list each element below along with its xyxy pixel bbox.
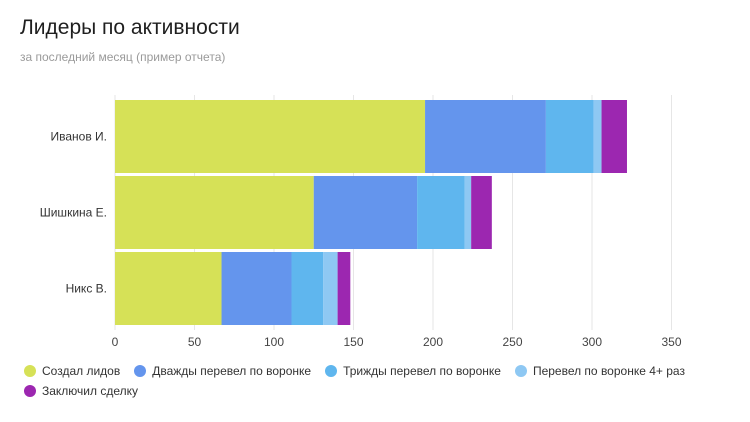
chart-legend: Создал лидов Дважды перевел по воронке Три… — [24, 364, 744, 398]
chart-title: Лидеры по активности — [20, 16, 240, 39]
bar-chart: 0 50 100 150 200 250 300 350 Иванов И. Шишкина Е.… — [40, 95, 682, 350]
axis-labels: 0 50 100 150 200 250 300 350 Иванов И. Шишкина Е.… — [40, 130, 682, 350]
legend-label: Дважды перевел по воронке — [152, 364, 312, 378]
bar-segment — [425, 100, 546, 173]
bar-segment — [545, 100, 594, 173]
legend-swatch — [325, 365, 338, 377]
x-tick-label: 0 — [112, 335, 119, 349]
chart-subtitle: за последний месяц (пример отчета) — [20, 50, 226, 64]
legend-label: Перевел по воронке 4+ раз — [532, 364, 685, 378]
bar-segment — [115, 100, 426, 173]
x-tick-label: 200 — [423, 335, 443, 349]
bar-segment — [115, 252, 222, 325]
legend-label: Заключил сделку — [42, 384, 138, 398]
category-label: Никс В. — [66, 282, 107, 296]
category-label: Иванов И. — [50, 130, 107, 144]
legend-item[interactable]: Перевел по воронке 4+ раз — [514, 364, 685, 378]
bar-segment — [601, 100, 627, 173]
bar-segment — [593, 100, 602, 173]
legend-label: Создал лидов — [42, 364, 121, 378]
bar-segment — [337, 252, 351, 325]
x-tick-label: 300 — [582, 335, 602, 349]
category-label: Шишкина Е. — [40, 206, 107, 220]
legend-swatch — [24, 385, 36, 397]
x-tick-label: 50 — [188, 335, 202, 349]
x-tick-label: 250 — [502, 335, 522, 349]
bars — [115, 100, 627, 325]
legend-item[interactable]: Создал лидов — [24, 364, 120, 378]
bar-segment — [471, 176, 492, 249]
bar-segment — [115, 176, 314, 249]
bar-segment — [323, 252, 338, 325]
x-tick-label: 100 — [264, 335, 284, 349]
legend-swatch — [514, 365, 527, 377]
x-tick-label: 150 — [343, 335, 363, 349]
bar-segment — [313, 176, 418, 249]
legend-item[interactable]: Дважды перевел по воронке — [134, 364, 311, 378]
legend-swatch — [134, 365, 147, 377]
legend-swatch — [24, 365, 36, 377]
bar-segment — [291, 252, 324, 325]
legend-item[interactable]: Трижды перевел по воронке — [325, 364, 501, 378]
bar-segment — [221, 252, 292, 325]
bar-segment — [417, 176, 465, 249]
legend-label: Трижды перевел по воронке — [343, 364, 501, 378]
x-tick-label: 350 — [661, 335, 681, 349]
bar-segment — [464, 176, 472, 249]
legend-item[interactable]: Заключил сделку — [24, 384, 138, 398]
